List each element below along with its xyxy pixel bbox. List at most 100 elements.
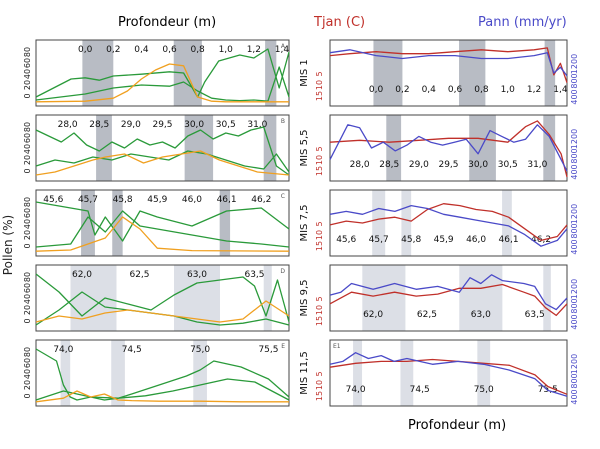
climate-bclimate-band-2 <box>543 115 556 181</box>
pollen-c-x-tick-label: 45,9 <box>147 195 167 205</box>
climate-cclimate-tjan-tick-label: 10 <box>315 230 324 240</box>
pollen-a-y-tick-label: 20 <box>23 80 32 90</box>
pollen-d-y-tick-label: 0 <box>23 318 32 323</box>
climate-bclimate-tjan-tick-label: 10 <box>315 155 324 165</box>
pollen-d-band-2 <box>263 265 272 331</box>
pollen-b-x-tick-label: 30,5 <box>216 120 236 130</box>
pollen-b-x-tick-label: 28,0 <box>58 120 78 130</box>
pollen-c-frame <box>35 189 290 257</box>
pollen-e-y-tick-label: 60 <box>23 358 32 368</box>
climate-cclimate-x-tick-label: 46,0 <box>466 235 486 245</box>
climate-bclimate-x-tick-label: 31,0 <box>527 160 547 170</box>
pollen-c-x-tick-label: 45,8 <box>113 195 133 205</box>
climate-eclimate-x-tick-label: 74,5 <box>410 385 430 395</box>
climate-bclimate-tjan-tick-label: 15 <box>315 166 324 176</box>
climate-eclimate-frame <box>329 339 568 407</box>
pollen-e-y-tick-label: 20 <box>23 380 32 390</box>
climate-dclimate-band-0 <box>362 265 406 331</box>
pollen-e-x-tick-label: 74,0 <box>53 345 73 355</box>
pollen-b-y-tick-label: 20 <box>23 155 32 165</box>
climate-aclimate-mis-label: MIS 1 <box>299 59 310 86</box>
climate-aclimate-pann-tick-label: 800 <box>570 73 579 88</box>
pollen-d-series-taxon-3 <box>35 300 290 323</box>
pollen-a-y-tick-label: 0 <box>23 93 32 98</box>
pollen-a-x-tick-label: 1,4 <box>275 45 290 55</box>
climate-dclimate-series-tjan <box>329 283 568 317</box>
pollen-e-series-taxon-1 <box>35 348 290 401</box>
pollen-d-x-tick-label: 63,5 <box>244 270 264 280</box>
pollen-b-y-tick-label: 40 <box>23 144 32 154</box>
climate-eclimate-band-2 <box>477 340 491 406</box>
climate-aclimate-x-tick-label: 0,6 <box>448 85 463 95</box>
pollen-d-y-tick-label: 40 <box>23 294 32 304</box>
pollen-a-series-taxon-3 <box>35 63 289 103</box>
pollen-c-y-tick-label: 60 <box>23 208 32 218</box>
pollen-b-y-tick-label: 0 <box>23 168 32 173</box>
pollen-a-y-tick-label: 40 <box>23 69 32 79</box>
climate-cclimate-series-pann <box>329 204 568 247</box>
climate-aclimate-x-tick-label: 0,8 <box>474 85 489 95</box>
climate-cclimate-pann-tick-label: 800 <box>570 223 579 238</box>
pollen-e-x-tick-label: 75,0 <box>190 345 210 355</box>
climate-cclimate-pann-tick-label: 400 <box>570 239 579 254</box>
pollen-c-x-tick-label: 45,6 <box>43 195 63 205</box>
climate-aclimate-x-tick-label: 1,2 <box>527 85 541 95</box>
pollen-b-y-tick-label: 60 <box>23 133 32 143</box>
climate-dclimate-mis-label: MIS 9,5 <box>299 279 310 316</box>
climate-aclimate-pann-tick-label: 1200 <box>570 54 579 74</box>
climate-bclimate-pann-tick-label: 400 <box>570 164 579 179</box>
climate-aclimate-band-0 <box>373 40 403 106</box>
pollen-a-y-tick-label: 80 <box>23 47 32 57</box>
climate-cclimate-tjan-tick-label: 5 <box>315 221 324 226</box>
climate-eclimate-band-1 <box>400 340 414 406</box>
climate-aclimate-x-tick-label: 0,4 <box>422 85 437 95</box>
climate-dclimate-tjan-tick-label: 10 <box>315 305 324 315</box>
climate-cclimate-x-tick-label: 45,6 <box>336 235 356 245</box>
pollen-c-y-tick-label: 80 <box>23 197 32 207</box>
pollen-c-series-taxon-3 <box>35 216 290 252</box>
climate-cclimate-pann-tick-label: 1200 <box>570 204 579 224</box>
climate-aclimate-series-pann <box>329 49 568 77</box>
pollen-d-series-taxon-1 <box>35 273 290 323</box>
climate-eclimate-pann-tick-label: 400 <box>570 389 579 404</box>
climate-bclimate-band-0 <box>386 115 402 181</box>
pollen-c-band-0 <box>81 190 95 256</box>
climate-eclimate-series-pann <box>329 352 568 397</box>
climate-cclimate-band-0 <box>372 190 386 256</box>
pollen-a-x-tick-label: 0,2 <box>106 45 120 55</box>
pollen-c-series-taxon-1 <box>35 201 290 242</box>
pollen-a-band-2 <box>265 40 277 106</box>
pollen-y-axis-label: Pollen (%) <box>1 215 15 275</box>
pollen-e-band-0 <box>60 340 71 406</box>
pollen-c-y-tick-label: 0 <box>23 243 32 248</box>
pollen-b-frame <box>35 114 290 182</box>
pollen-c-panel-letter: C <box>281 193 285 200</box>
pollen-b-x-tick-label: 30,0 <box>184 120 204 130</box>
pollen-b-panel-letter: B <box>281 118 285 125</box>
pollen-b-x-tick-label: 28,5 <box>89 120 109 130</box>
climate-bclimate-x-tick-label: 29,5 <box>438 160 458 170</box>
climate-eclimate-x-tick-label: 75,0 <box>474 385 494 395</box>
climate-aclimate-x-tick-label: 1,4 <box>553 85 568 95</box>
climate-aclimate-band-2 <box>544 40 556 106</box>
climate-bclimate-x-tick-label: 30,5 <box>498 160 518 170</box>
climate-eclimate-tjan-tick-label: 15 <box>315 391 324 401</box>
climate-bclimate-x-tick-label: 30,0 <box>468 160 488 170</box>
pollen-c-y-tick-label: 40 <box>23 219 32 229</box>
climate-bclimate-tjan-tick-label: 5 <box>315 146 324 151</box>
pollen-c-x-tick-label: 46,2 <box>251 195 271 205</box>
climate-bclimate-x-tick-label: 28,0 <box>350 160 370 170</box>
climate-cclimate-frame <box>329 189 568 257</box>
pollen-a-x-tick-label: 1,0 <box>219 45 234 55</box>
pollen-e-series-taxon-2 <box>35 378 290 401</box>
climate-aclimate-frame <box>329 39 568 107</box>
pollen-c-series-taxon-2 <box>35 210 290 248</box>
pollen-c-x-tick-label: 46,1 <box>217 195 237 205</box>
pollen-e-band-1 <box>111 340 125 406</box>
climate-bclimate-series-tjan <box>329 120 568 178</box>
climate-cclimate-tjan-tick-label: 15 <box>315 241 324 251</box>
pollen-a-panel-letter: A <box>281 43 286 50</box>
climate-aclimate-tjan-tick-label: 10 <box>315 80 324 90</box>
pollen-b-series-taxon-2 <box>35 150 290 173</box>
